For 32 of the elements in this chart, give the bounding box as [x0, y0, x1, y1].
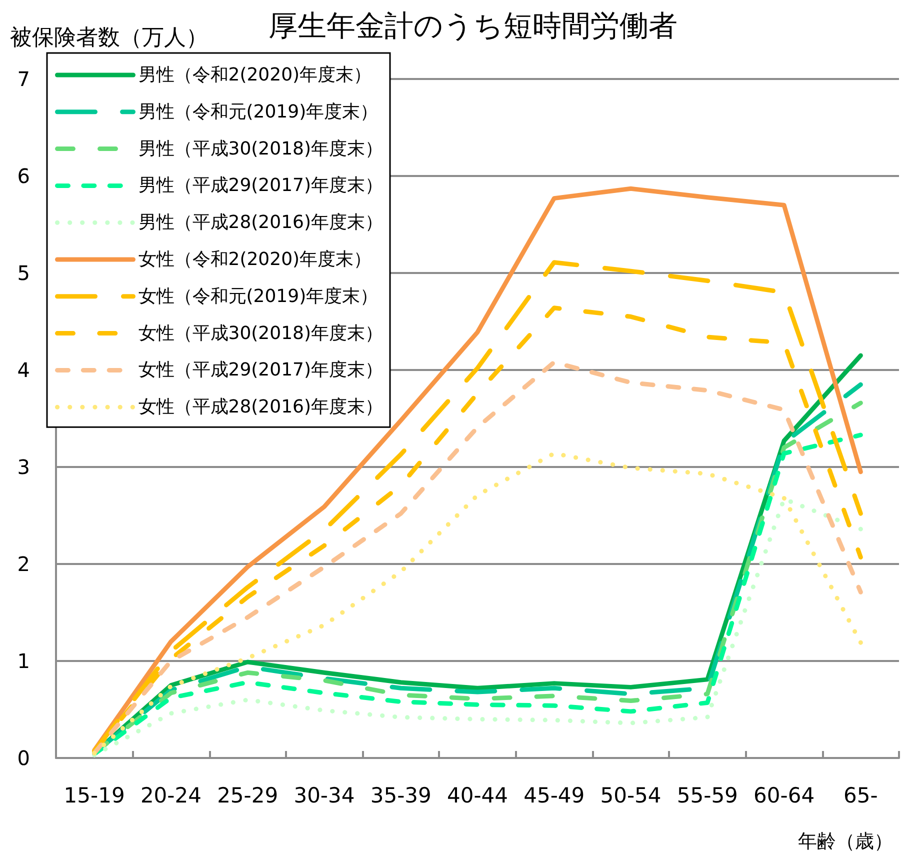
y-tick-label: 1: [17, 649, 30, 673]
y-tick-label: 4: [17, 358, 30, 382]
y-tick-label: 7: [17, 67, 30, 91]
x-tick-label: 60-64: [754, 784, 815, 808]
legend-label: 女性（平成29(2017)年度末）: [138, 360, 384, 381]
x-tick-label: 55-59: [676, 784, 738, 808]
legend-label: 男性（平成29(2017)年度末）: [138, 175, 384, 196]
legend-label: 男性（平成30(2018)年度末）: [138, 138, 384, 160]
y-tick-label: 0: [17, 746, 30, 770]
x-tick-label: 20-24: [140, 784, 202, 808]
x-axis-title: 年齢（歳）: [798, 830, 893, 852]
x-tick-label: 30-34: [294, 784, 355, 808]
y-tick-label: 2: [17, 552, 30, 576]
y-tick-label: 5: [17, 261, 30, 285]
x-tick-label: 35-39: [370, 784, 432, 808]
x-tick-label: 65-: [844, 784, 878, 808]
legend-label: 女性（令和元(2019)年度末）: [138, 286, 378, 307]
y-axis-title: 被保険者数（万人）: [10, 26, 208, 50]
x-tick-label: 40-44: [446, 784, 508, 808]
y-tick-label: 3: [17, 455, 30, 479]
legend-label: 男性（令和元(2019)年度末）: [138, 101, 378, 122]
x-tick-label: 25-29: [217, 784, 278, 808]
legend-label: 男性（令和2(2020)年度末）: [138, 64, 372, 86]
x-tick-label: 50-54: [600, 784, 662, 808]
legend-label: 女性（平成28(2016)年度末）: [138, 396, 384, 418]
legend-label: 女性（平成30(2018)年度末）: [138, 322, 384, 344]
legend-label: 男性（平成28(2016)年度末）: [138, 212, 384, 234]
legend-label: 女性（令和2(2020)年度末）: [138, 249, 372, 270]
x-tick-label: 15-19: [64, 784, 125, 808]
x-tick-label: 45-49: [524, 784, 585, 808]
y-tick-label: 6: [17, 164, 30, 188]
chart-title: 厚生年金計のうち短時間労働者: [268, 8, 678, 42]
